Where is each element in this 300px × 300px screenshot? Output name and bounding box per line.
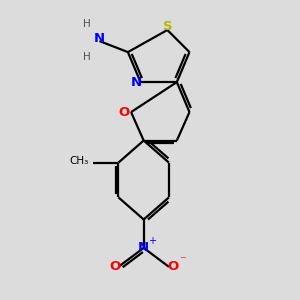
Text: N: N [94, 32, 105, 45]
Text: O: O [109, 260, 120, 273]
Text: N: N [131, 76, 142, 88]
Text: H: H [83, 19, 91, 29]
Text: O: O [118, 106, 130, 118]
Text: S: S [163, 20, 172, 33]
Text: ⁻: ⁻ [179, 255, 185, 268]
Text: H: H [83, 52, 91, 62]
Text: N: N [138, 242, 149, 254]
Text: CH₃: CH₃ [69, 156, 88, 166]
Text: O: O [167, 260, 178, 273]
Text: +: + [148, 236, 157, 246]
